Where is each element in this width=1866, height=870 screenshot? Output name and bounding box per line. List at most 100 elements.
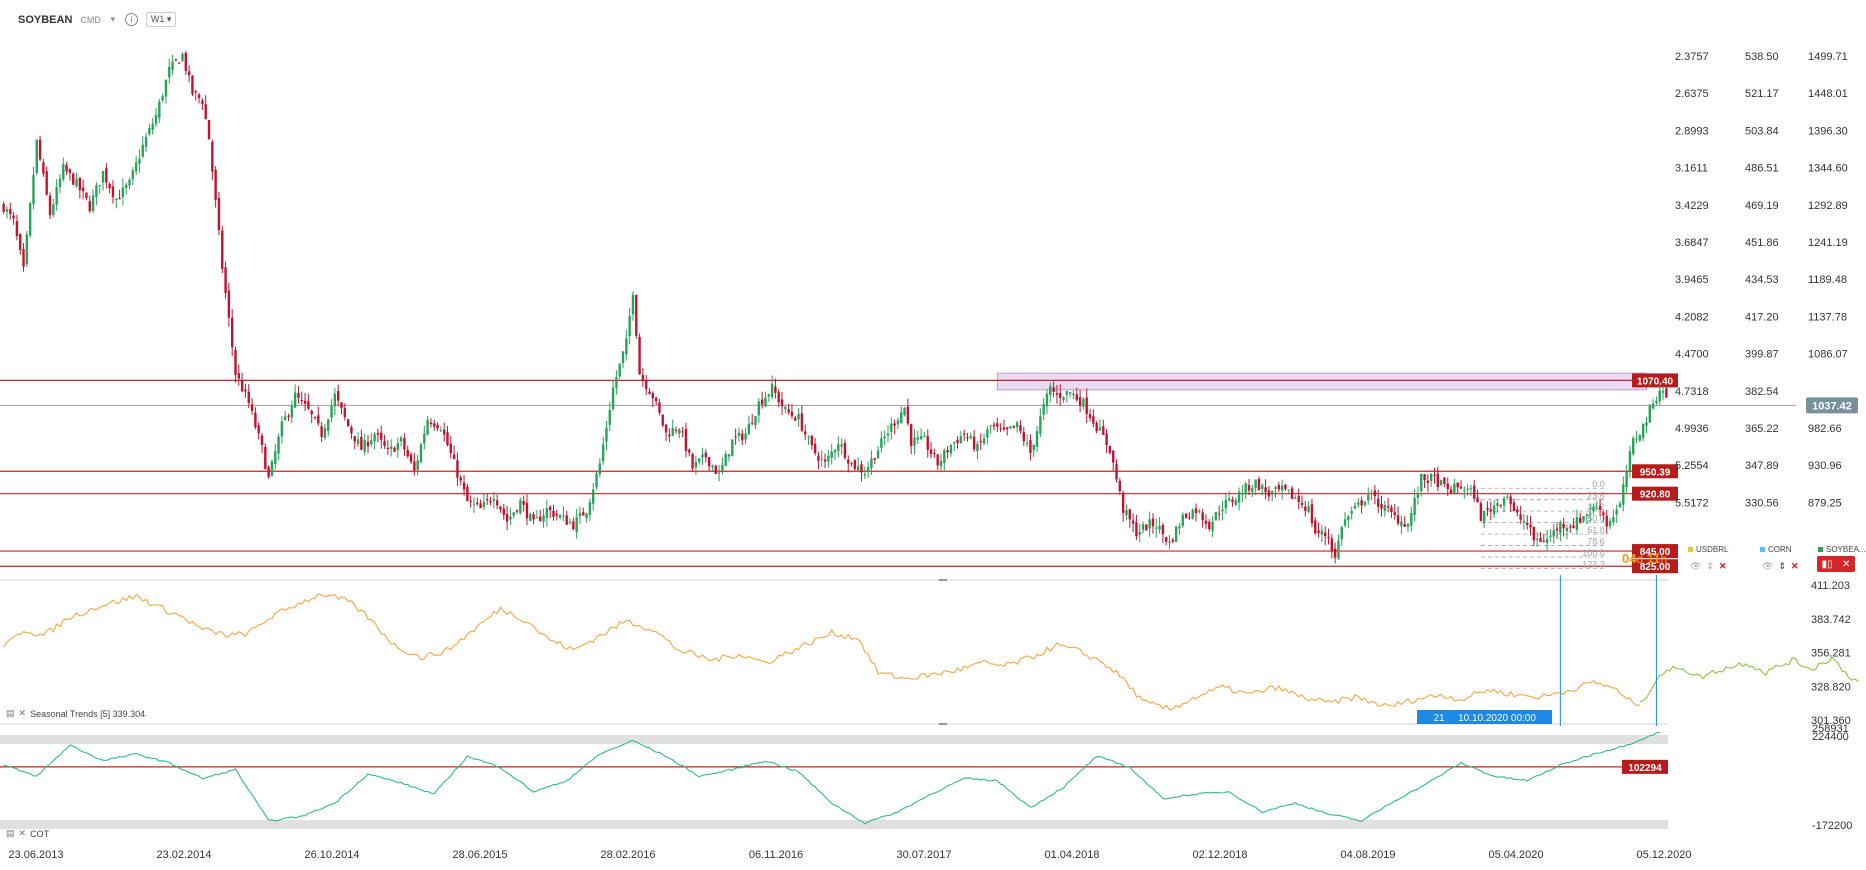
candle-body — [1261, 485, 1264, 490]
candle-body — [1390, 507, 1393, 512]
candle-body — [635, 295, 638, 336]
legend-soybean[interactable]: SOYBEA... — [1818, 545, 1866, 554]
candle-body — [539, 516, 542, 522]
candle-body — [840, 444, 843, 447]
candle-body — [184, 52, 188, 71]
panel-menu-icon[interactable]: ▤ — [6, 828, 15, 838]
candles-icon[interactable]: ▮▯ — [1821, 558, 1833, 570]
close-icon[interactable]: ✕ — [18, 708, 27, 718]
candle-body — [651, 393, 655, 399]
price-axis-tick: 1396.30 — [1808, 125, 1848, 137]
price-axis-tick: 1292.89 — [1808, 200, 1848, 212]
candle-body — [55, 187, 58, 205]
reorder-icon[interactable]: ⇕ — [1706, 561, 1714, 571]
fib-level-label: 50.0 — [1587, 514, 1605, 524]
candle-body — [714, 465, 717, 474]
candle-body — [1400, 521, 1403, 527]
candle-body — [929, 449, 933, 454]
candle-body — [138, 158, 141, 164]
candle-body — [267, 466, 270, 478]
close-icon[interactable]: ✕ — [1790, 561, 1799, 571]
candle-body — [1396, 515, 1400, 524]
candle-body — [1029, 440, 1032, 453]
candle-body — [936, 454, 939, 466]
cot-level-label-bg — [1622, 759, 1668, 774]
candle-body — [1171, 539, 1175, 542]
candle-body — [757, 401, 761, 416]
resistance-zone[interactable] — [996, 372, 1647, 391]
eye-icon[interactable]: 👁 — [1762, 561, 1774, 571]
candle-body — [234, 349, 237, 375]
candle-body — [641, 375, 645, 380]
candle-body — [343, 408, 347, 418]
close-icon[interactable]: ✕ — [1841, 558, 1851, 570]
candle-body — [1496, 502, 1499, 506]
candle-body — [1585, 514, 1589, 517]
panel-menu-icon[interactable]: ▤ — [6, 708, 15, 718]
candle-body — [1608, 521, 1612, 527]
candle-body — [1015, 422, 1019, 428]
legend-corn[interactable]: CORN — [1760, 545, 1792, 554]
legend-usdbrl[interactable]: USDBRL — [1688, 545, 1728, 554]
x-tick-label: 06.11.2016 — [749, 849, 803, 861]
candle-body — [1429, 474, 1433, 482]
candle-body — [409, 454, 413, 462]
candle-body — [833, 450, 837, 453]
timeframe-select[interactable]: W1 ▾ — [145, 12, 177, 27]
candle-body — [486, 499, 489, 501]
candle-body — [1433, 475, 1436, 477]
candle-body — [376, 433, 380, 435]
candle-body — [1476, 497, 1479, 503]
candle-body — [505, 514, 509, 522]
candle-body — [472, 503, 476, 505]
close-icon[interactable]: ✕ — [1718, 561, 1727, 571]
candle-body — [1459, 486, 1463, 489]
close-icon[interactable]: ✕ — [18, 828, 27, 838]
eye-icon[interactable]: 👁 — [1690, 561, 1702, 571]
x-tick-label: 05.12.2020 — [1636, 849, 1691, 861]
candle-body — [1251, 487, 1254, 492]
candle-body — [737, 432, 741, 436]
fib-level-label: 61.8 — [1587, 525, 1605, 535]
candle-body — [585, 513, 588, 519]
candle-body — [1095, 423, 1098, 432]
symbol-label[interactable]: SOYBEAN — [18, 13, 73, 26]
cot-panel-label: ▤ ✕ COT — [6, 828, 50, 839]
candle-body — [1264, 487, 1267, 493]
candle-body — [1463, 490, 1466, 492]
candle-body — [293, 392, 297, 408]
candle-body — [1347, 516, 1350, 521]
candle-body — [237, 373, 241, 379]
candle-body — [1516, 509, 1519, 513]
candle-body — [1605, 515, 1608, 527]
candle-body — [1052, 387, 1055, 392]
chevron-down-icon[interactable]: ▼ — [108, 15, 117, 24]
panel-resize-handle[interactable] — [939, 579, 947, 581]
candle-body — [943, 450, 946, 464]
candle-body — [1353, 505, 1357, 509]
candle-body — [19, 234, 22, 251]
candle-body — [482, 501, 486, 508]
candle-body — [542, 515, 545, 522]
candle-body — [784, 407, 787, 409]
candle-body — [1559, 522, 1562, 534]
candle-body — [1234, 500, 1237, 505]
candle-body — [1237, 491, 1241, 503]
right-axis-1-tick: 5.2554 — [1675, 460, 1709, 472]
candle-body — [1151, 518, 1155, 527]
candle-body — [1648, 405, 1651, 423]
price-axis-tick: 1344.60 — [1808, 163, 1848, 175]
crosshair-date-badge — [1417, 710, 1552, 724]
info-icon[interactable]: i — [124, 13, 138, 26]
candle-body — [883, 436, 886, 439]
reorder-icon[interactable]: ⇕ — [1778, 561, 1786, 571]
candle-body — [442, 429, 446, 435]
candle-body — [1284, 484, 1287, 489]
candle-body — [1426, 480, 1430, 483]
candle-body — [572, 521, 575, 530]
panel-resize-handle[interactable] — [939, 723, 947, 725]
candle-body — [1168, 541, 1171, 543]
candle-body — [1065, 390, 1069, 395]
candle-body — [1277, 484, 1281, 490]
